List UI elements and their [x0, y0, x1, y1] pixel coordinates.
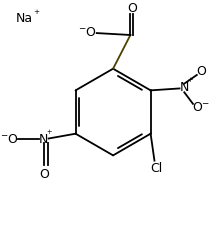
- Text: Cl: Cl: [150, 162, 162, 175]
- Text: Na: Na: [16, 12, 33, 25]
- Text: N: N: [180, 81, 189, 94]
- Text: O: O: [127, 2, 137, 15]
- Text: $^{+}$: $^{+}$: [33, 9, 41, 19]
- Text: $^{-}$O: $^{-}$O: [78, 26, 97, 39]
- Text: $^{+}$: $^{+}$: [46, 130, 53, 140]
- Text: $^{-}$O: $^{-}$O: [0, 133, 19, 146]
- Text: O$^{-}$: O$^{-}$: [193, 101, 211, 114]
- Text: O: O: [39, 168, 49, 181]
- Text: N: N: [39, 133, 48, 146]
- Text: O: O: [197, 65, 207, 78]
- Text: $^{+}$: $^{+}$: [187, 78, 194, 88]
